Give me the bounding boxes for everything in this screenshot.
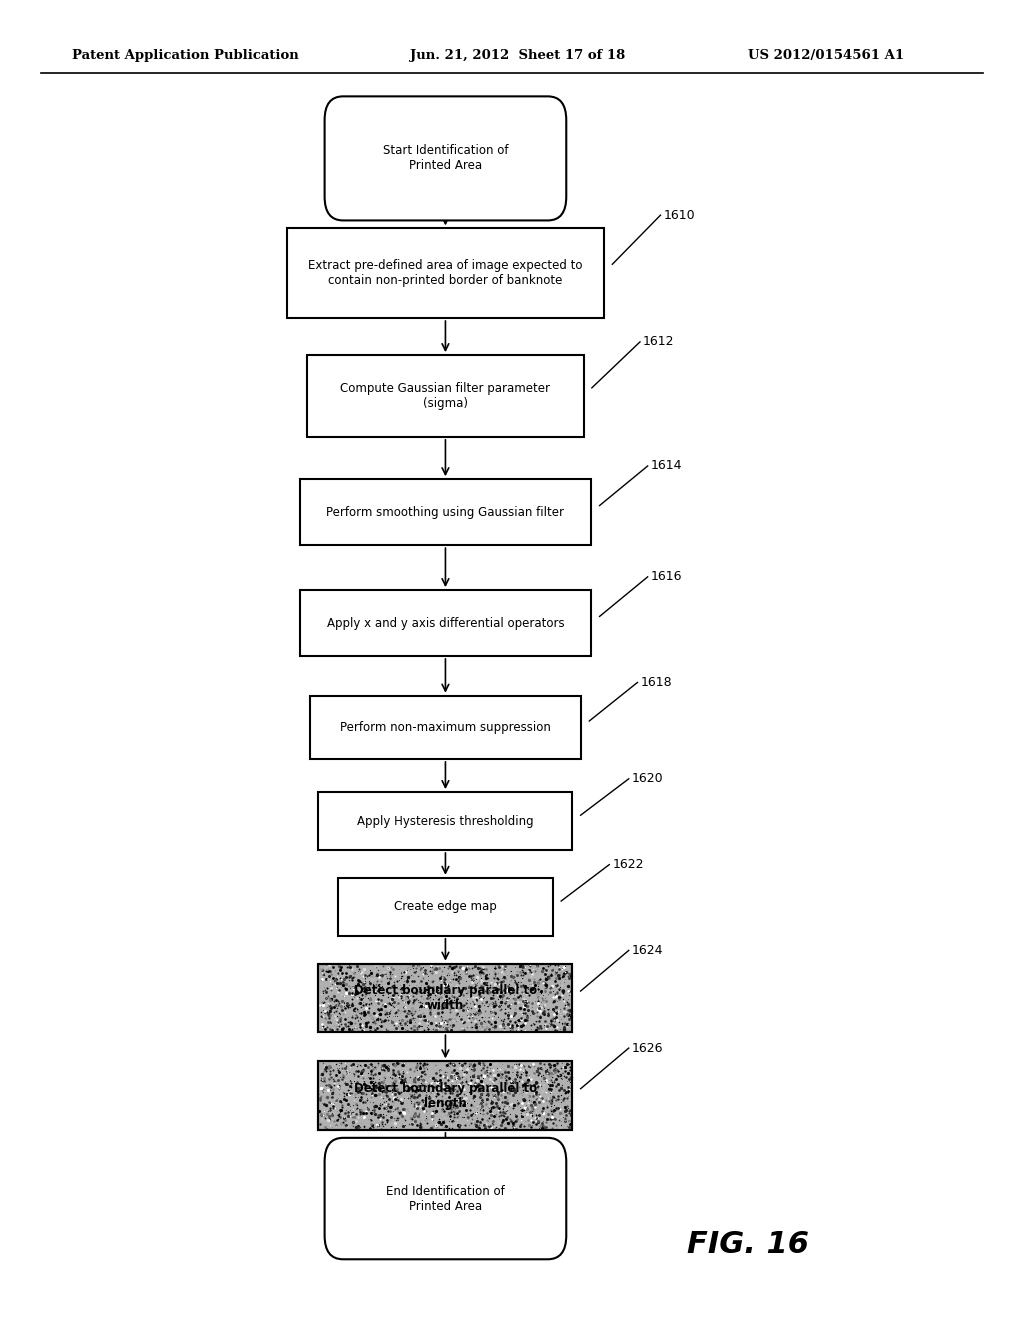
Text: US 2012/0154561 A1: US 2012/0154561 A1	[748, 49, 903, 62]
Text: Jun. 21, 2012  Sheet 17 of 18: Jun. 21, 2012 Sheet 17 of 18	[410, 49, 625, 62]
FancyBboxPatch shape	[325, 1138, 566, 1259]
Text: Create edge map: Create edge map	[394, 900, 497, 913]
FancyBboxPatch shape	[299, 479, 591, 545]
Text: Compute Gaussian filter parameter
(sigma): Compute Gaussian filter parameter (sigma…	[340, 381, 551, 411]
FancyBboxPatch shape	[318, 1061, 572, 1130]
Text: 1622: 1622	[612, 858, 644, 871]
Text: Extract pre-defined area of image expected to
contain non-printed border of bank: Extract pre-defined area of image expect…	[308, 259, 583, 288]
FancyBboxPatch shape	[287, 228, 604, 318]
Text: 1620: 1620	[632, 772, 664, 785]
FancyBboxPatch shape	[325, 96, 566, 220]
Text: 1614: 1614	[651, 459, 682, 473]
Text: Apply Hysteresis thresholding: Apply Hysteresis thresholding	[357, 814, 534, 828]
FancyBboxPatch shape	[309, 696, 582, 759]
Text: 1610: 1610	[664, 209, 695, 222]
Text: End Identification of
Printed Area: End Identification of Printed Area	[386, 1184, 505, 1213]
FancyBboxPatch shape	[318, 964, 572, 1032]
Text: Start Identification of
Printed Area: Start Identification of Printed Area	[383, 144, 508, 173]
Text: 1612: 1612	[643, 335, 675, 348]
FancyBboxPatch shape	[338, 878, 553, 936]
FancyBboxPatch shape	[299, 590, 591, 656]
FancyBboxPatch shape	[307, 355, 584, 437]
Text: Apply x and y axis differential operators: Apply x and y axis differential operator…	[327, 616, 564, 630]
Text: Perform smoothing using Gaussian filter: Perform smoothing using Gaussian filter	[327, 506, 564, 519]
Text: Detect boundary parallel to
length: Detect boundary parallel to length	[354, 1081, 537, 1110]
Text: 1618: 1618	[641, 676, 672, 689]
FancyBboxPatch shape	[318, 792, 572, 850]
Text: FIG. 16: FIG. 16	[686, 1230, 809, 1259]
Text: Detect boundary parallel to
width: Detect boundary parallel to width	[354, 983, 537, 1012]
Text: 1616: 1616	[651, 570, 682, 583]
Text: Perform non-maximum suppression: Perform non-maximum suppression	[340, 721, 551, 734]
Text: 1624: 1624	[632, 944, 664, 957]
Text: Patent Application Publication: Patent Application Publication	[72, 49, 298, 62]
Text: 1626: 1626	[632, 1041, 664, 1055]
